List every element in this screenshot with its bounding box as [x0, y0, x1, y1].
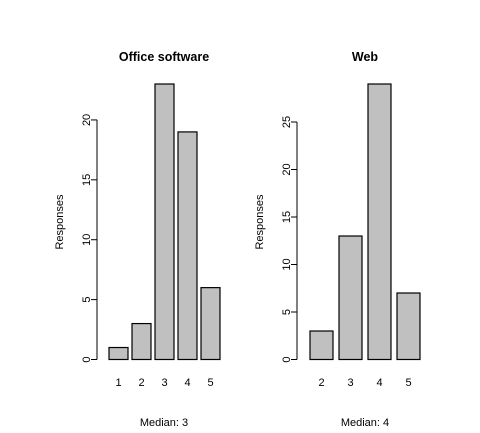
x-tick-label: 3	[161, 377, 167, 389]
y-tick-label: 5	[281, 309, 293, 315]
x-tick-label: 5	[207, 377, 213, 389]
y-tick-label: 0	[81, 356, 93, 362]
x-tick-label: 3	[347, 377, 353, 389]
y-tick-label: 15	[281, 211, 293, 223]
bar	[200, 287, 221, 361]
web-panel: Web Responses Median: 4 2 3 4 5 0 5 10 15 20 25	[254, 50, 421, 429]
y-tick-label: 20	[281, 163, 293, 175]
bar	[367, 83, 392, 361]
x-tick-label: 5	[405, 377, 411, 389]
x-tick-label: 4	[184, 377, 190, 389]
y-tick-label: 20	[81, 114, 93, 126]
x-tick-label: 1	[115, 377, 121, 389]
bar	[131, 322, 152, 361]
median-label: Median: 4	[341, 417, 389, 429]
y-axis-label: Responses	[54, 194, 66, 250]
x-tick-label: 4	[376, 377, 382, 389]
bar	[309, 330, 334, 361]
bar	[396, 292, 421, 361]
chart-title: Office software	[119, 50, 209, 64]
y-tick-label: 10	[81, 234, 93, 246]
bar	[108, 346, 129, 361]
office-software-panel: Office software Responses Median: 3 1 2 3 4…	[54, 50, 221, 429]
bar	[154, 83, 175, 361]
y-tick-label: 25	[281, 116, 293, 128]
bar	[177, 131, 198, 361]
y-tick-label: 5	[81, 297, 93, 303]
x-tick-label: 2	[138, 377, 144, 389]
y-axis-label: Responses	[254, 194, 266, 250]
y-tick-label: 10	[281, 258, 293, 270]
y-tick-label: 0	[281, 356, 293, 362]
median-label: Median: 3	[140, 417, 188, 429]
x-tick-label: 2	[318, 377, 324, 389]
y-tick-label: 15	[81, 174, 93, 186]
bar	[338, 235, 363, 361]
chart-title: Web	[352, 50, 379, 64]
